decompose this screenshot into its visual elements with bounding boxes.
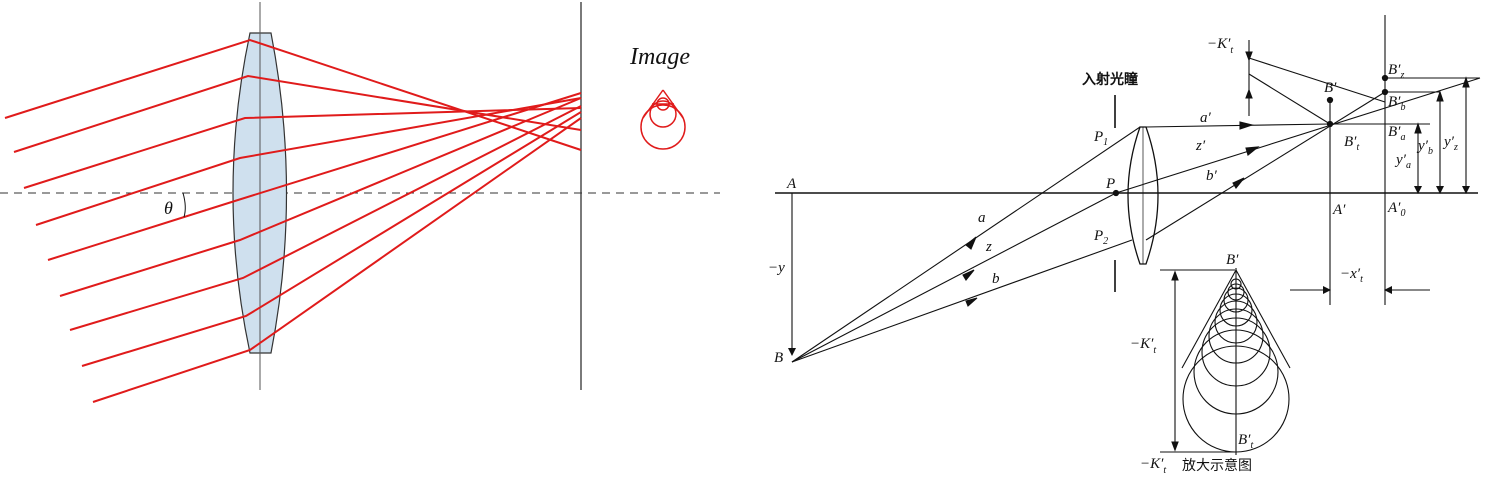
label-P2: P2 [1093, 228, 1108, 247]
angle-arc [182, 192, 186, 218]
point-Bz-prime [1381, 74, 1389, 82]
label-yb-prime: y′b [1416, 138, 1433, 157]
label-ray-z-prime: z′ [1195, 138, 1206, 154]
ray-b-arrow [965, 297, 978, 307]
ray-8 [81, 111, 582, 367]
label-Ba-prime: B′a [1388, 124, 1405, 143]
ray-b-prime-arrow [1232, 177, 1245, 189]
label-Bz-prime: B′z [1388, 62, 1404, 81]
ray-3 [23, 107, 582, 189]
ya-arrow-up [1414, 122, 1422, 134]
image-title: Image [629, 44, 690, 70]
kt-top-arrow-down [1245, 51, 1253, 62]
left-figure-aberration: θ Image [0, 2, 720, 403]
ray-7 [69, 105, 582, 331]
neg-kt-top-label: −K′t [1207, 36, 1233, 56]
kt-top-arrow-up [1245, 88, 1253, 99]
ray-5 [47, 92, 582, 261]
label-neg-y: −y [768, 260, 785, 276]
label-P1: P1 [1093, 129, 1108, 148]
label-inset-B-prime: B′ [1226, 252, 1239, 268]
ray-1 [4, 38, 582, 151]
ray-a-arrow [965, 236, 977, 250]
label-inset-Bt-prime: B′t [1238, 432, 1253, 451]
label-yz-prime: y′z [1442, 134, 1458, 153]
label-ray-b-prime: b′ [1206, 168, 1218, 184]
ray-6 [59, 97, 582, 297]
label-neg-xt: −x′t [1340, 266, 1363, 285]
yb-arrow-up [1436, 90, 1444, 102]
label-ray-z: z [985, 239, 992, 255]
label-P: P [1105, 176, 1115, 192]
yz-arrow-up [1462, 76, 1470, 88]
point-P [1112, 189, 1120, 197]
label-B-prime: B′ [1324, 80, 1337, 96]
ray-z-prime [1115, 77, 1481, 194]
ray-b [791, 239, 1133, 363]
ray-z [791, 192, 1117, 363]
angle-label: θ [164, 198, 173, 218]
label-ya-prime: y′a [1394, 152, 1411, 171]
caption-magnified: 放大示意图 [1182, 457, 1252, 474]
right-figure-field-curvature [775, 15, 1481, 455]
point-Bt-prime [1326, 120, 1334, 128]
label-A: A [786, 176, 797, 192]
ray-z-prime-arrow [1245, 146, 1260, 156]
image-spot-icon [640, 89, 686, 150]
label-neg-kt-inset: −K′t [1130, 336, 1156, 356]
right-figure-labels: 入射光瞳 −K′t A B −y a z b a′ z′ b′ P1 P P2 … [768, 36, 1458, 476]
label-ray-b: b [992, 271, 1000, 287]
ray-9 [92, 117, 582, 403]
point-B-prime [1326, 96, 1334, 104]
caption-symbol: −K′t [1140, 456, 1166, 476]
label-ray-a-prime: a′ [1200, 110, 1212, 126]
ray-a-prime [1145, 123, 1331, 128]
ray-b-prime [1145, 91, 1386, 241]
ray-fan [4, 38, 582, 403]
label-A0-prime: A′0 [1387, 200, 1405, 219]
ray-z-arrow [962, 269, 975, 281]
entrance-pupil-label: 入射光瞳 [1082, 71, 1138, 88]
label-ray-a: a [978, 210, 986, 226]
label-A-prime: A′ [1332, 202, 1346, 218]
label-Bb-prime: B′b [1388, 94, 1405, 113]
right-lens-shape [1127, 126, 1159, 265]
label-Bt-prime: B′t [1344, 134, 1359, 153]
ray-a-prime-arrow [1239, 121, 1254, 130]
point-Bb-prime [1381, 88, 1389, 96]
ray-4 [35, 97, 582, 226]
magnified-inset [1160, 268, 1291, 455]
construction-line-2 [1248, 73, 1331, 125]
construction-line-1 [1248, 57, 1386, 103]
label-B: B [774, 350, 783, 366]
